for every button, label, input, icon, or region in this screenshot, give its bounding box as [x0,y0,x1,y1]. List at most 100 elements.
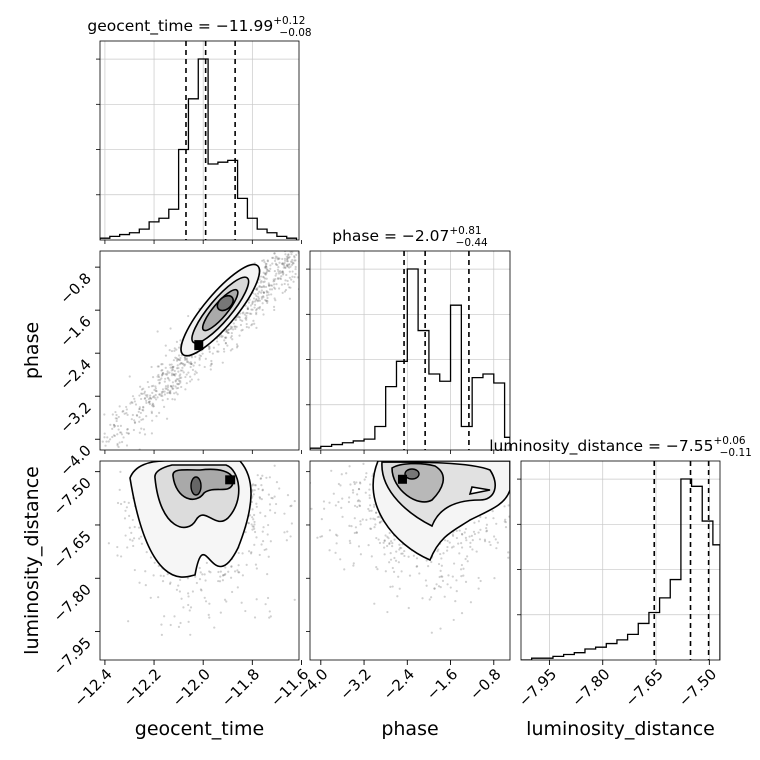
sample-point [458,529,461,532]
sample-point [168,391,171,394]
sample-point [168,363,171,366]
sample-point [357,499,360,502]
sample-point [229,576,233,579]
sample-point [173,615,176,618]
x-tick-label-phase: −3.2 [336,665,374,703]
sample-point [177,625,181,628]
sample-point [281,271,284,274]
sample-point [354,526,358,529]
sample-point [161,394,164,398]
sample-point [255,288,258,291]
sample-point [204,579,207,582]
sample-point [286,260,290,263]
sample-point [178,363,181,366]
sample-point [291,261,294,264]
sample-point [355,531,358,535]
sample-point [273,511,277,514]
sample-point [157,596,160,599]
sample-point [177,382,181,386]
sample-point [258,278,261,281]
sample-point [255,598,258,601]
sample-point [348,539,351,542]
sample-point [256,474,259,477]
sample-point [257,295,260,298]
sample-point [352,562,355,565]
sample-point [273,252,276,255]
sample-point [259,511,262,514]
sample-point [217,579,220,583]
sample-point [265,299,268,302]
sample-point [221,574,225,577]
sample-point [378,541,382,545]
sample-point [356,493,359,496]
sample-point [428,598,431,601]
sample-point [287,247,289,249]
sample-point [403,549,406,553]
sample-point [172,373,176,376]
sample-point [220,334,223,337]
sample-point [198,356,201,360]
sample-point [489,543,492,547]
sample-point [289,265,292,268]
sample-point [150,410,153,413]
sample-point [103,432,106,435]
sample-point [253,527,256,530]
sample-point [356,505,359,509]
sample-point [351,491,355,494]
sample-point [403,554,406,558]
sample-point [283,245,285,247]
sample-point [286,265,290,268]
sample-point [131,401,134,404]
sample-point [322,500,326,503]
sample-point [179,356,182,360]
sample-point [473,521,476,524]
sample-point [262,291,265,295]
sample-point [183,363,187,366]
sample-point [173,369,176,373]
sample-point [274,287,277,290]
sample-point [332,492,335,495]
sample-point [137,526,141,529]
sample-point [187,595,190,598]
sample-point [208,348,211,351]
sample-point [479,579,482,583]
sample-point [142,428,146,431]
sample-point [223,336,227,339]
sample-point [183,358,187,361]
sample-point [230,590,234,594]
sample-point [279,277,283,281]
sample-point [160,623,163,626]
sample-point [274,255,278,258]
sample-point [250,308,253,311]
density-peak [225,475,236,485]
sample-point [150,411,153,415]
sample-point [171,367,174,370]
sample-point [292,262,295,265]
sample-point [229,336,233,339]
sample-point [241,312,244,315]
sample-point [278,257,281,260]
sample-point [103,436,106,439]
sample-point [302,267,304,269]
sample-point [452,545,455,548]
sample-point [160,633,163,636]
sample-point [114,410,117,414]
sample-point [291,275,294,278]
sample-point [210,359,213,363]
sample-point [189,365,192,369]
sample-point [138,431,141,434]
sample-point [178,374,181,377]
sample-point [159,574,162,577]
sample-point [120,440,124,444]
sample-point [131,395,135,398]
sample-point [141,392,144,395]
sample-point [358,500,362,503]
sample-point [384,570,387,573]
sample-point [375,565,378,569]
sample-point [160,369,163,372]
sample-point [245,322,248,326]
sample-point [150,397,153,400]
sample-point [114,424,117,428]
sample-point [265,272,268,275]
sample-point [400,552,403,555]
